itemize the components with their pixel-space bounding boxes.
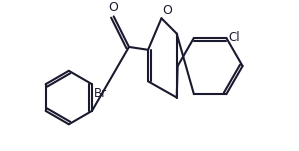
Text: O: O [108, 2, 118, 14]
Text: O: O [162, 4, 172, 17]
Text: Cl: Cl [228, 31, 240, 44]
Text: Br: Br [94, 87, 107, 100]
